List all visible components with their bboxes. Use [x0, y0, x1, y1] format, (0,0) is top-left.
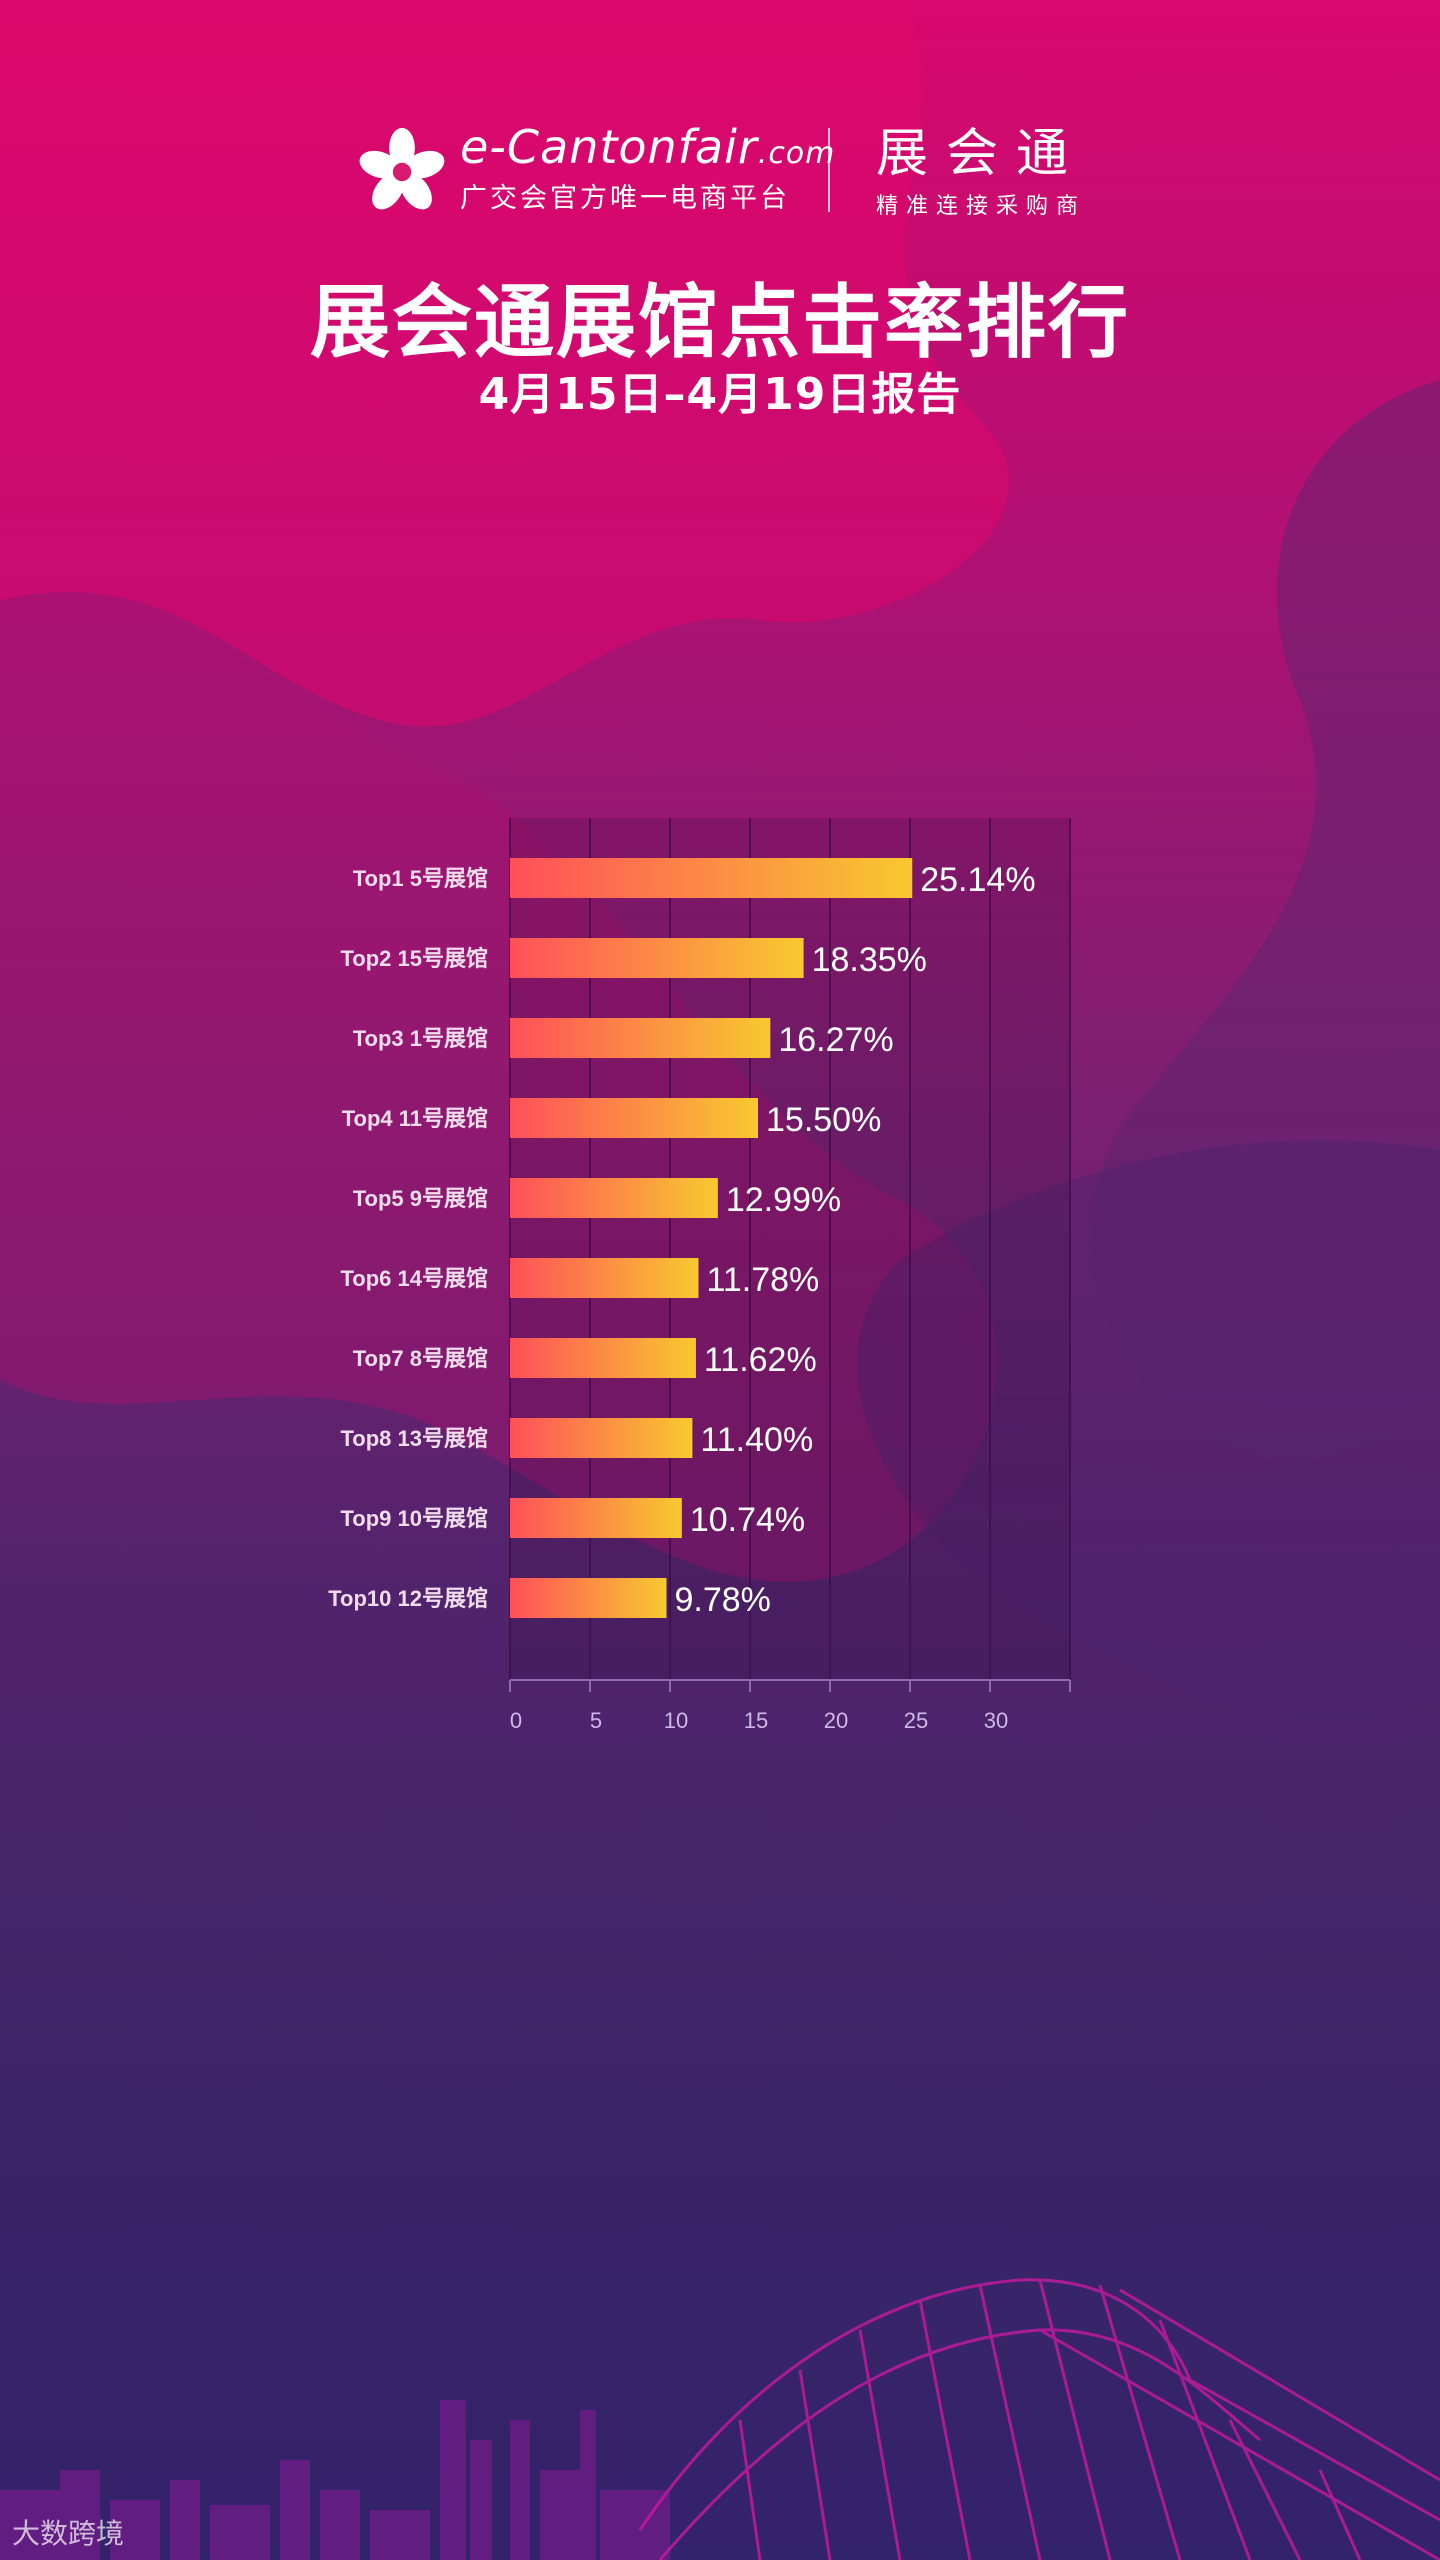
bar: [510, 1338, 696, 1378]
brand-domain: .com: [757, 136, 836, 171]
arena-wireframe: [638, 2278, 1440, 2560]
category-label: Top3 1号展馆: [353, 1026, 488, 1051]
value-label: 15.50%: [766, 1101, 881, 1139]
canton-fair-flower-logo-icon: [359, 127, 445, 210]
value-label: 12.99%: [726, 1181, 841, 1219]
x-tick-label: 15: [744, 1708, 768, 1733]
value-label: 16.27%: [778, 1021, 893, 1059]
bar: [510, 1258, 699, 1298]
bar: [510, 1418, 693, 1458]
product-block: 展会通 精准连接采购商: [876, 126, 1086, 220]
brand-tagline: 广交会官方唯一电商平台: [460, 183, 790, 214]
value-label: 9.78%: [674, 1581, 770, 1619]
category-label: Top1 5号展馆: [353, 866, 488, 891]
header-logo-row: e-Cantonfair.com 广交会官方唯一电商平台 展会通 精准连接采购商: [356, 120, 1096, 220]
category-label: Top4 11号展馆: [342, 1106, 488, 1131]
value-label: 11.40%: [700, 1421, 813, 1459]
value-label: 11.62%: [704, 1341, 817, 1379]
x-tick-label: 0: [510, 1708, 522, 1733]
bar: [510, 1498, 682, 1538]
header-divider: [828, 128, 830, 212]
bar: [510, 1098, 758, 1138]
watermark-text: 大数跨境: [12, 2517, 125, 2550]
skyline-silhouette: [0, 2400, 670, 2560]
bar: [510, 858, 913, 898]
hall-click-rate-bar-chart: 0 5 10 15 20 25 30 Top1 5号展馆 25.14% Top2 15号展馆 18.…: [328, 818, 1071, 1733]
bar: [510, 1018, 771, 1058]
x-tick-label: 25: [904, 1708, 928, 1733]
brand-block: e-Cantonfair.com 广交会官方唯一电商平台: [460, 120, 835, 215]
product-name: 展会通: [876, 124, 1087, 184]
x-tick-label: 30: [984, 1708, 1008, 1733]
category-label: Top6 14号展馆: [340, 1266, 488, 1291]
value-label: 25.14%: [920, 861, 1035, 899]
value-label: 11.78%: [706, 1261, 819, 1299]
brand-name: e-Cantonfair.com: [460, 120, 836, 174]
category-label: Top7 8号展馆: [353, 1346, 488, 1371]
category-label: Top8 13号展馆: [340, 1426, 488, 1451]
x-tick-label: 10: [664, 1708, 688, 1733]
bar: [510, 1178, 718, 1218]
product-tagline: 精准连接采购商: [876, 194, 1087, 219]
x-tick-label: 5: [590, 1708, 602, 1733]
page-title: 展会通展馆点击率排行: [310, 276, 1130, 369]
category-label: Top10 12号展馆: [328, 1586, 488, 1611]
category-label: Top9 10号展馆: [340, 1506, 488, 1531]
bar: [510, 1578, 667, 1618]
value-label: 10.74%: [690, 1501, 805, 1539]
x-tick-label: 20: [824, 1708, 848, 1733]
category-label: Top2 15号展馆: [340, 946, 488, 971]
value-label: 18.35%: [812, 941, 927, 979]
category-label: Top5 9号展馆: [353, 1186, 488, 1211]
bar: [510, 938, 804, 978]
page-subtitle: 4月15日–4月19日报告: [478, 369, 962, 420]
